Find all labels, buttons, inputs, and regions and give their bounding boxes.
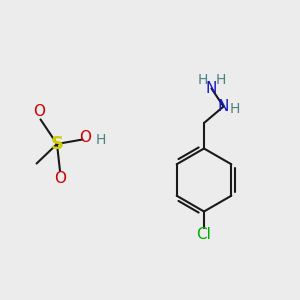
Text: O: O xyxy=(80,130,92,146)
Text: O: O xyxy=(54,171,66,186)
Text: H: H xyxy=(197,73,208,87)
Text: N: N xyxy=(206,81,217,96)
Text: N: N xyxy=(218,99,229,114)
Text: S: S xyxy=(50,135,64,153)
Text: O: O xyxy=(33,104,45,119)
Text: Cl: Cl xyxy=(196,227,211,242)
Text: H: H xyxy=(215,73,226,87)
Text: H: H xyxy=(96,133,106,147)
Text: H: H xyxy=(230,102,240,116)
